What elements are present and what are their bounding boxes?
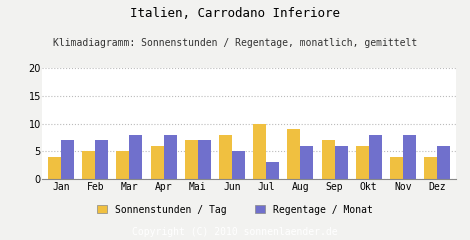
Text: Klimadiagramm: Sonnenstunden / Regentage, monatlich, gemittelt: Klimadiagramm: Sonnenstunden / Regentage…	[53, 38, 417, 48]
Text: Copyright (C) 2010 sonnenlaender.de: Copyright (C) 2010 sonnenlaender.de	[132, 227, 338, 237]
Legend: Sonnenstunden / Tag, Regentage / Monat: Sonnenstunden / Tag, Regentage / Monat	[97, 205, 373, 215]
Bar	[266, 162, 279, 179]
Bar	[356, 146, 369, 179]
Bar	[321, 140, 335, 179]
Bar	[185, 140, 198, 179]
Bar	[253, 124, 266, 179]
Bar	[129, 135, 142, 179]
Bar	[82, 151, 95, 179]
Bar	[437, 146, 450, 179]
Bar	[335, 146, 347, 179]
Bar	[198, 140, 211, 179]
Bar	[164, 135, 177, 179]
Bar	[403, 135, 416, 179]
Bar	[287, 129, 300, 179]
Bar	[151, 146, 164, 179]
Bar	[232, 151, 245, 179]
Bar	[95, 140, 108, 179]
Bar	[117, 151, 129, 179]
Bar	[300, 146, 313, 179]
Bar	[369, 135, 382, 179]
Text: Italien, Carrodano Inferiore: Italien, Carrodano Inferiore	[130, 7, 340, 20]
Bar	[390, 157, 403, 179]
Bar	[48, 157, 61, 179]
Bar	[424, 157, 437, 179]
Bar	[61, 140, 74, 179]
Bar	[219, 135, 232, 179]
